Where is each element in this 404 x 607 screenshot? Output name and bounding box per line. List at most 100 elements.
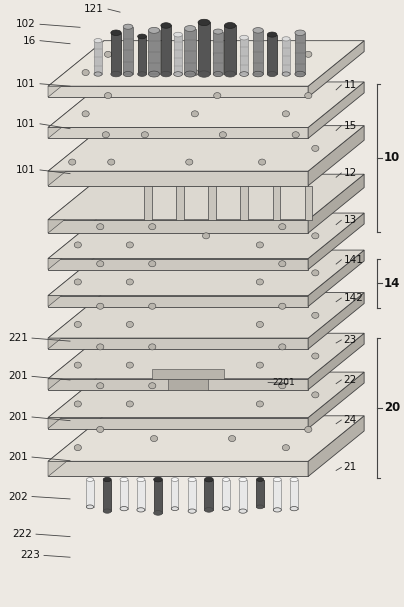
- Ellipse shape: [97, 224, 104, 230]
- Ellipse shape: [154, 477, 162, 482]
- Text: 20: 20: [384, 401, 400, 415]
- Ellipse shape: [171, 507, 179, 510]
- Polygon shape: [48, 126, 104, 186]
- Text: 2201: 2201: [272, 378, 295, 387]
- Ellipse shape: [198, 71, 210, 77]
- Ellipse shape: [137, 507, 145, 512]
- Ellipse shape: [161, 71, 171, 77]
- Ellipse shape: [103, 477, 111, 482]
- Ellipse shape: [282, 444, 290, 450]
- Ellipse shape: [312, 312, 319, 318]
- Ellipse shape: [150, 436, 158, 442]
- Ellipse shape: [295, 30, 305, 36]
- Ellipse shape: [290, 477, 298, 482]
- Polygon shape: [188, 480, 196, 511]
- Ellipse shape: [240, 35, 248, 40]
- Polygon shape: [308, 372, 364, 429]
- Ellipse shape: [279, 383, 286, 389]
- Polygon shape: [48, 293, 364, 338]
- Polygon shape: [137, 480, 145, 510]
- Ellipse shape: [273, 477, 281, 482]
- Ellipse shape: [120, 477, 128, 482]
- Ellipse shape: [312, 392, 319, 398]
- Ellipse shape: [107, 159, 115, 165]
- Ellipse shape: [219, 132, 227, 138]
- Text: 15: 15: [343, 121, 357, 131]
- Ellipse shape: [312, 146, 319, 152]
- Ellipse shape: [185, 71, 196, 77]
- Polygon shape: [174, 35, 183, 74]
- Ellipse shape: [292, 132, 299, 138]
- Ellipse shape: [126, 362, 133, 368]
- Ellipse shape: [188, 477, 196, 482]
- Ellipse shape: [267, 32, 277, 37]
- Ellipse shape: [74, 401, 82, 407]
- Polygon shape: [308, 126, 364, 186]
- Text: 202: 202: [8, 492, 28, 501]
- Text: 13: 13: [343, 215, 357, 225]
- Ellipse shape: [154, 510, 162, 515]
- Ellipse shape: [103, 509, 111, 513]
- Polygon shape: [48, 174, 104, 233]
- Polygon shape: [48, 333, 104, 390]
- Polygon shape: [120, 480, 128, 509]
- Ellipse shape: [148, 27, 160, 33]
- Bar: [273, 186, 280, 220]
- Polygon shape: [94, 41, 102, 74]
- Ellipse shape: [123, 72, 133, 76]
- Ellipse shape: [256, 279, 263, 285]
- Ellipse shape: [279, 260, 286, 267]
- Ellipse shape: [213, 72, 223, 76]
- Ellipse shape: [141, 132, 148, 138]
- Bar: [240, 186, 248, 220]
- Text: 101: 101: [16, 119, 36, 129]
- Polygon shape: [213, 32, 223, 74]
- Polygon shape: [48, 416, 104, 476]
- Polygon shape: [223, 480, 230, 509]
- Ellipse shape: [305, 426, 312, 432]
- Ellipse shape: [102, 132, 109, 138]
- Text: 142: 142: [343, 293, 363, 303]
- Ellipse shape: [257, 505, 264, 509]
- Ellipse shape: [82, 110, 89, 117]
- Text: 10: 10: [384, 151, 400, 164]
- Ellipse shape: [105, 52, 112, 57]
- Polygon shape: [48, 82, 104, 138]
- Bar: [152, 369, 224, 379]
- Polygon shape: [86, 480, 94, 507]
- Ellipse shape: [82, 70, 89, 76]
- Ellipse shape: [74, 242, 82, 248]
- Polygon shape: [308, 333, 364, 390]
- Ellipse shape: [256, 242, 263, 248]
- Ellipse shape: [137, 477, 145, 482]
- Ellipse shape: [204, 477, 213, 482]
- Text: 11: 11: [343, 80, 357, 90]
- Ellipse shape: [213, 29, 223, 34]
- Ellipse shape: [97, 344, 104, 350]
- Polygon shape: [154, 480, 162, 513]
- Text: 201: 201: [8, 412, 28, 422]
- Bar: [177, 186, 184, 220]
- Polygon shape: [171, 480, 179, 509]
- Polygon shape: [240, 38, 248, 74]
- Text: 24: 24: [343, 415, 357, 425]
- Ellipse shape: [185, 25, 196, 32]
- Polygon shape: [48, 171, 308, 186]
- Ellipse shape: [257, 478, 264, 481]
- Ellipse shape: [223, 478, 230, 481]
- Ellipse shape: [282, 72, 290, 76]
- Polygon shape: [225, 25, 236, 74]
- Ellipse shape: [204, 507, 213, 512]
- Polygon shape: [185, 29, 196, 74]
- Text: 223: 223: [20, 551, 40, 560]
- Text: 102: 102: [16, 19, 36, 29]
- Text: 14: 14: [384, 277, 400, 290]
- Ellipse shape: [256, 362, 263, 368]
- Bar: [145, 186, 152, 220]
- Polygon shape: [148, 30, 160, 74]
- Ellipse shape: [97, 260, 104, 267]
- Text: 101: 101: [16, 165, 36, 175]
- Ellipse shape: [186, 159, 193, 165]
- Polygon shape: [204, 480, 213, 510]
- Polygon shape: [48, 338, 308, 349]
